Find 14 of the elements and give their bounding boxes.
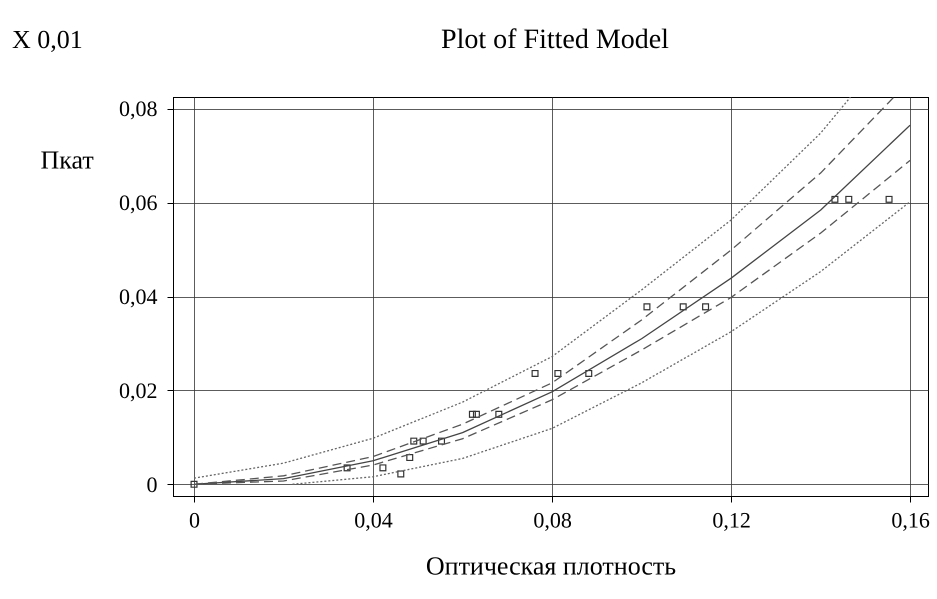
- chart-title: Plot of Fitted Model: [441, 24, 670, 55]
- x-tick-label: 0,12: [712, 508, 751, 532]
- y-tick-label: 0,06: [119, 190, 158, 216]
- x-tick-label: 0,16: [891, 508, 930, 532]
- y-tick-label: 0,04: [119, 284, 158, 309]
- x-tick-label: 0,04: [354, 508, 393, 532]
- x-axis-title: Оптическая плотность: [426, 552, 676, 580]
- y-tick-label: 0,02: [119, 378, 158, 403]
- y-tick-label: 0: [146, 472, 158, 497]
- x-tick-label: 0: [189, 508, 200, 532]
- text: X 0,01: [12, 25, 83, 54]
- y-tick-label: 0,08: [119, 96, 158, 122]
- x-tick-label: 0,08: [533, 508, 572, 532]
- y-axis-title: Пкат: [40, 146, 94, 174]
